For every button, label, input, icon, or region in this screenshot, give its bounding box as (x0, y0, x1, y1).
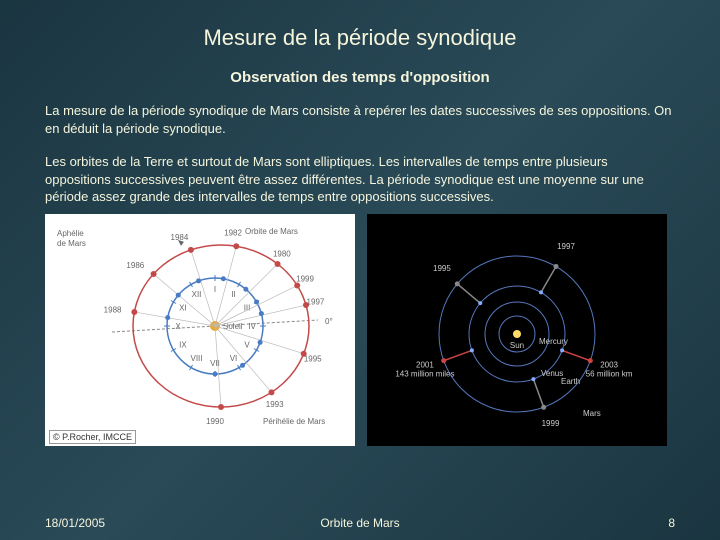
slide-subtitle: Observation des temps d'opposition (0, 51, 720, 86)
svg-text:V: V (244, 340, 250, 349)
svg-text:Orbite de Mars: Orbite de Mars (245, 227, 298, 236)
footer-page: 8 (668, 516, 675, 530)
svg-text:X: X (175, 322, 181, 331)
svg-text:Sun: Sun (510, 341, 524, 350)
svg-text:Périhélie de Mars: Périhélie de Mars (263, 417, 325, 426)
svg-text:XII: XII (192, 290, 202, 299)
svg-text:Mars: Mars (583, 409, 601, 418)
svg-text:II: II (231, 290, 235, 299)
svg-text:Earth: Earth (561, 377, 580, 386)
footer-center: Orbite de Mars (320, 516, 399, 530)
svg-text:VI: VI (230, 354, 238, 363)
svg-text:1995: 1995 (433, 264, 451, 273)
diagram-row: 0°IIIIIIIVVVIVIIVIIIIXXXIXIISoleil198019… (0, 206, 720, 446)
svg-text:143 million miles: 143 million miles (395, 369, 454, 378)
svg-text:1986: 1986 (126, 261, 144, 270)
paragraph-2: Les orbites de la Terre et surtout de Ma… (0, 153, 720, 206)
svg-text:I: I (214, 285, 216, 294)
svg-text:VIII: VIII (190, 354, 202, 363)
svg-text:1997: 1997 (557, 242, 575, 251)
footer: 18/01/2005 Orbite de Mars 8 (0, 516, 720, 530)
credit-label: © P.Rocher, IMCCE (49, 430, 136, 444)
svg-text:Venus: Venus (541, 369, 563, 378)
svg-text:1982: 1982 (224, 228, 242, 237)
svg-text:IV: IV (248, 322, 256, 331)
svg-text:0°: 0° (325, 317, 333, 326)
svg-text:Aphélie: Aphélie (57, 229, 84, 238)
svg-text:1999: 1999 (542, 419, 560, 428)
orbit-diagram-right: Sun Mercury VenusEarth Mars 200356 million k… (367, 214, 667, 446)
svg-text:2003: 2003 (600, 360, 618, 369)
svg-text:1999: 1999 (296, 274, 314, 283)
svg-text:de Mars: de Mars (57, 239, 86, 248)
svg-text:Mercury: Mercury (539, 337, 568, 346)
svg-text:1993: 1993 (266, 400, 284, 409)
paragraph-1: La mesure de la période synodique de Mar… (0, 102, 720, 137)
svg-text:56 million km: 56 million km (586, 369, 633, 378)
slide-title: Mesure de la période synodique (0, 0, 720, 51)
svg-text:VII: VII (210, 359, 220, 368)
svg-text:IX: IX (179, 340, 187, 349)
svg-text:1997: 1997 (307, 297, 325, 306)
svg-text:XI: XI (179, 303, 187, 312)
svg-text:1988: 1988 (104, 305, 122, 314)
svg-text:1990: 1990 (206, 417, 224, 426)
orbit-diagram-left: 0°IIIIIIIVVVIVIIVIIIIXXXIXIISoleil198019… (45, 214, 355, 446)
svg-text:1995: 1995 (304, 354, 322, 363)
svg-text:1980: 1980 (273, 249, 291, 258)
svg-text:2001: 2001 (416, 360, 434, 369)
footer-date: 18/01/2005 (45, 516, 105, 530)
